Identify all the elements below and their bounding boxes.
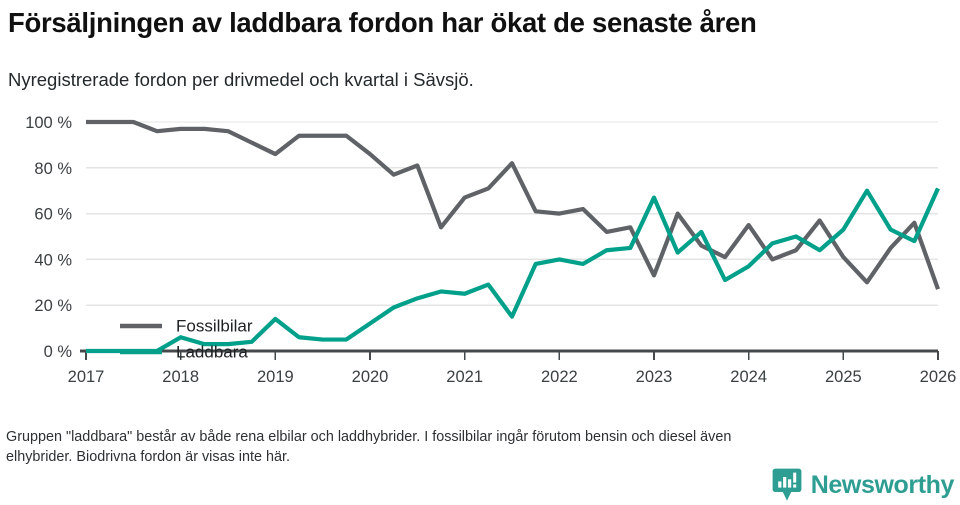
series-line-fossilbilar	[86, 119, 940, 290]
legend-label-fossilbilar: Fossilbilar	[176, 316, 253, 335]
newsworthy-pin-bars-icon	[772, 468, 802, 501]
x-tick-label: 2017	[68, 368, 105, 386]
pin-shape	[772, 468, 802, 501]
x-tick-label: 2021	[446, 368, 483, 386]
bar-3	[787, 479, 791, 488]
legend-label-laddbara: Laddbara	[176, 342, 248, 361]
line-chart: 0 % 20 % 40 % 60 % 80 % 100 % 2017 2018 2019 202…	[25, 114, 957, 386]
bar-2	[782, 477, 787, 488]
chart-subtitle: Nyregistrerade fordon per drivmedel och …	[8, 69, 474, 90]
exclamation-dot	[792, 484, 796, 488]
chart-container: 0 % 20 % 40 % 60 % 80 % 100 % 2017 2018 2019 202…	[0, 104, 960, 400]
x-tick-label: 2020	[352, 368, 389, 386]
footnote-line-2: elhybrider. Biodrivna fordon är visas in…	[6, 448, 290, 465]
x-tick-label: 2025	[825, 368, 862, 386]
x-axis-group	[80, 349, 939, 360]
gridlines-group	[86, 121, 938, 306]
y-tick-label: 0 %	[44, 343, 73, 361]
series-lines-group	[86, 119, 940, 354]
y-tick-label: 80 %	[34, 160, 72, 178]
footnote-line-1: Gruppen "laddbara" består av både rena e…	[6, 429, 732, 445]
y-tick-label: 100 %	[25, 114, 72, 132]
y-tick-label: 40 %	[34, 251, 72, 269]
x-tick-label: 2022	[541, 368, 578, 386]
chart-legend: Fossilbilar Laddbara	[120, 316, 253, 361]
x-tick-label: 2024	[730, 368, 767, 386]
x-tick-label: 2023	[636, 368, 673, 386]
exclamation-stem	[792, 472, 796, 483]
x-axis-labels-group: 2017 2018 2019 2020 2021 2022 2023 2024 2025 2026	[68, 368, 957, 386]
y-tick-label: 60 %	[34, 206, 72, 224]
x-tick-label: 2026	[920, 368, 957, 386]
y-axis-labels-group: 0 % 20 % 40 % 60 % 80 % 100 %	[25, 114, 72, 361]
page-title: Försäljningen av laddbara fordon har öka…	[8, 7, 757, 38]
newsworthy-logo: Newsworthy	[772, 468, 954, 502]
footnote: Gruppen "laddbara" består av både rena e…	[6, 428, 912, 467]
bar-1	[777, 481, 782, 488]
y-tick-label: 20 %	[34, 297, 72, 315]
x-tick-label: 2019	[257, 368, 294, 386]
brand-name: Newsworthy	[810, 471, 955, 499]
x-tick-label: 2018	[162, 368, 199, 386]
series-line-laddbara	[86, 187, 940, 354]
